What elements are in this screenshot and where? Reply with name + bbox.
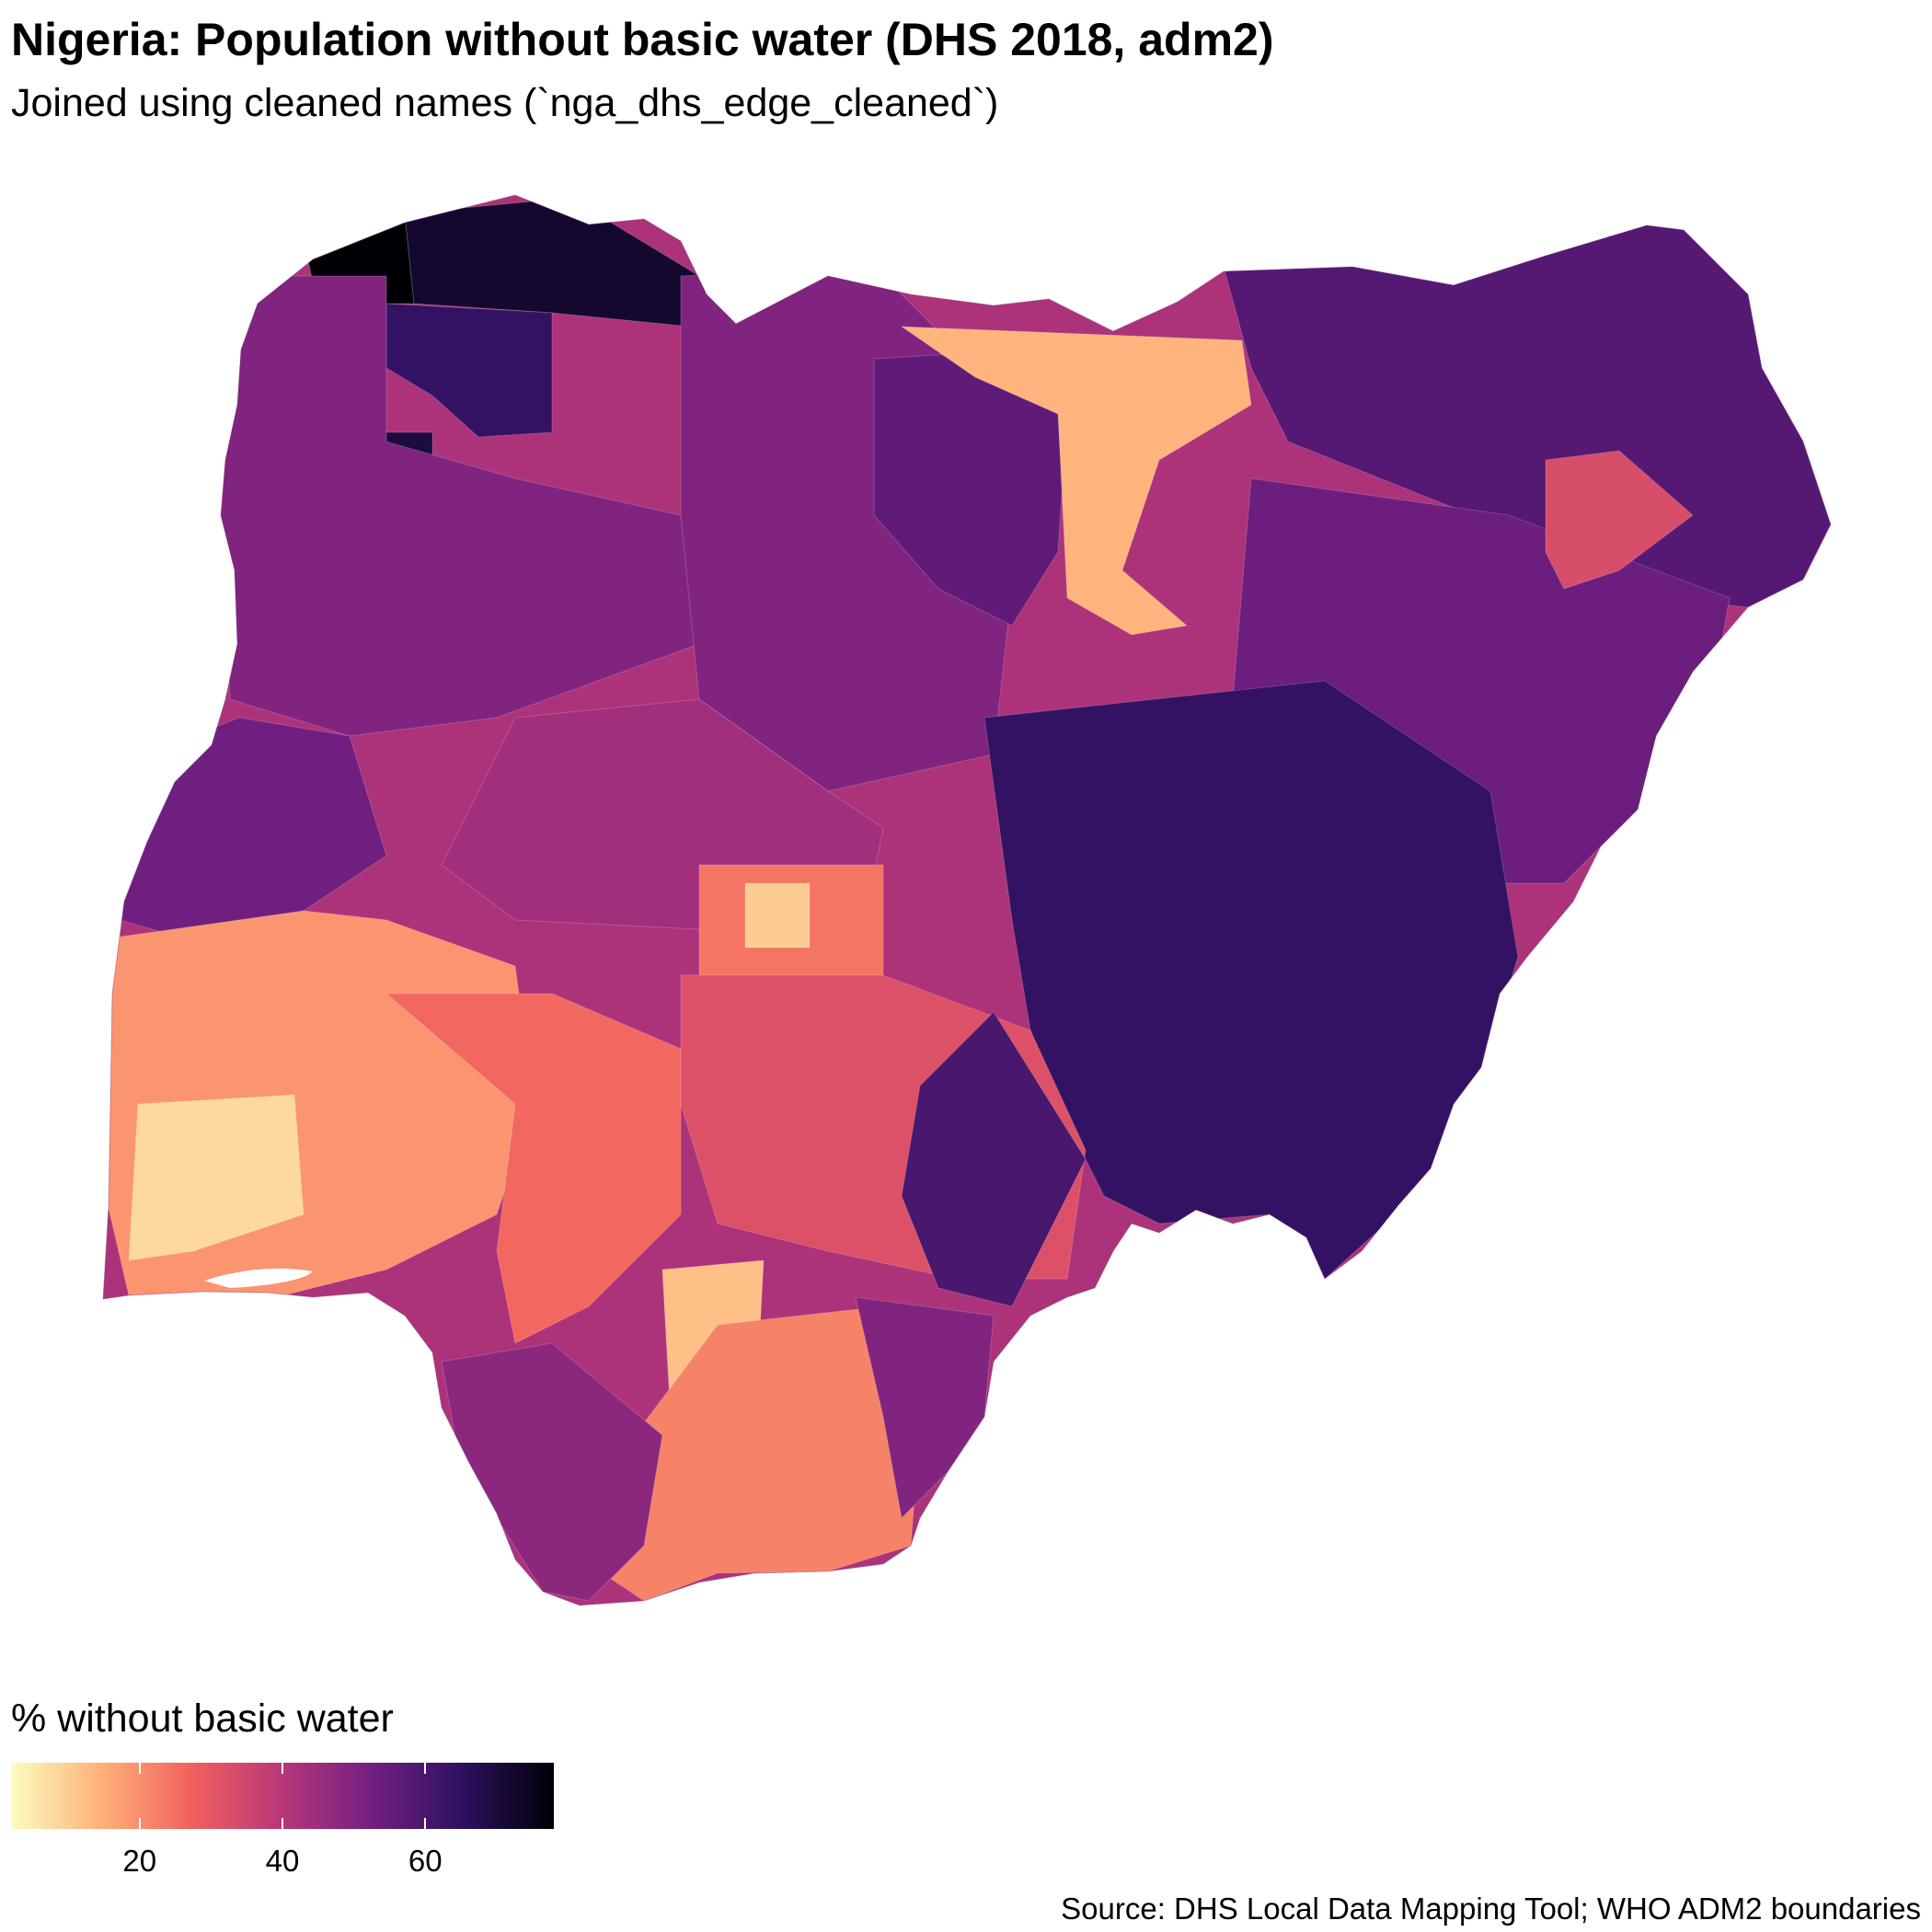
legend-tick-label: 20 — [122, 1844, 157, 1878]
region-southeast-deep — [901, 1011, 1087, 1307]
legend-tick-mark — [424, 1763, 427, 1829]
region-central-light — [744, 882, 811, 949]
region-west-border — [119, 717, 387, 939]
lagos-lagoon — [204, 1268, 313, 1288]
region-northeast-pink — [1545, 450, 1694, 590]
legend-title: % without basic water — [11, 1696, 394, 1741]
map-title: Nigeria: Population without basic water … — [11, 14, 1274, 65]
legend-tick-mark — [282, 1763, 283, 1829]
map-subtitle: Joined using cleaned names (`nga_dhs_edg… — [11, 81, 999, 125]
legend-tick-label: 60 — [408, 1844, 443, 1878]
region-southwest-inland — [385, 993, 682, 1344]
region-southwest-core-light — [128, 1094, 305, 1261]
source-caption: Source: DHS Local Data Mapping Tool; WHO… — [1061, 1892, 1921, 1926]
region-north-light-zone — [900, 326, 1252, 636]
legend-tick-mark — [138, 1763, 141, 1829]
legend-tick-label: 40 — [265, 1844, 300, 1878]
